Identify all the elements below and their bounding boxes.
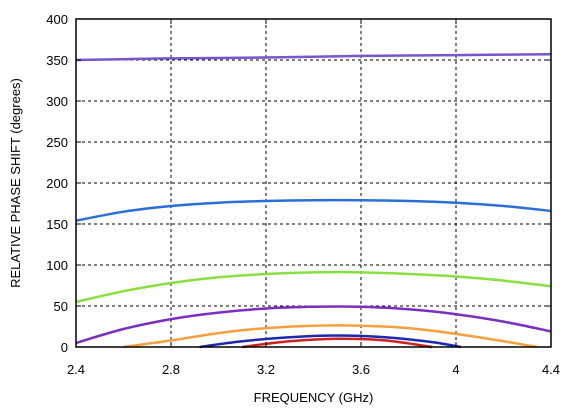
x-tick-label: 3.6 [352, 362, 370, 377]
x-tick-label: 4.4 [542, 362, 560, 377]
y-tick-label: 200 [46, 176, 68, 191]
y-tick-label: 100 [46, 258, 68, 273]
y-tick-label: 300 [46, 94, 68, 109]
x-tick-label: 4 [452, 362, 459, 377]
y-tick-label: 50 [54, 299, 68, 314]
x-tick-label: 3.2 [257, 362, 275, 377]
series-line-4 [75, 305, 552, 345]
grid-lines [76, 19, 551, 347]
y-tick-label: 400 [46, 12, 68, 27]
x-axis-ticks: 2.4 2.8 3.2 3.6 4 4.4 [67, 19, 560, 377]
series-line-5 [123, 324, 537, 349]
series-line-2 [75, 198, 552, 222]
x-tick-label: 2.8 [162, 362, 180, 377]
y-tick-label: 0 [61, 340, 68, 355]
y-axis-ticks: 0 50 100 150 200 250 300 350 400 [46, 12, 551, 355]
series-line-1 [75, 53, 552, 62]
y-axis-label: RELATIVE PHASE SHIFT (degrees) [8, 78, 23, 288]
y-tick-label: 150 [46, 217, 68, 232]
y-tick-label: 350 [46, 53, 68, 68]
series-lines [75, 53, 552, 349]
series-line-7 [242, 337, 433, 349]
series-line-3 [75, 270, 552, 304]
series-line-6 [199, 334, 461, 349]
y-tick-label: 250 [46, 135, 68, 150]
x-tick-label: 2.4 [67, 362, 85, 377]
x-axis-label: FREQUENCY (GHz) [254, 390, 374, 405]
